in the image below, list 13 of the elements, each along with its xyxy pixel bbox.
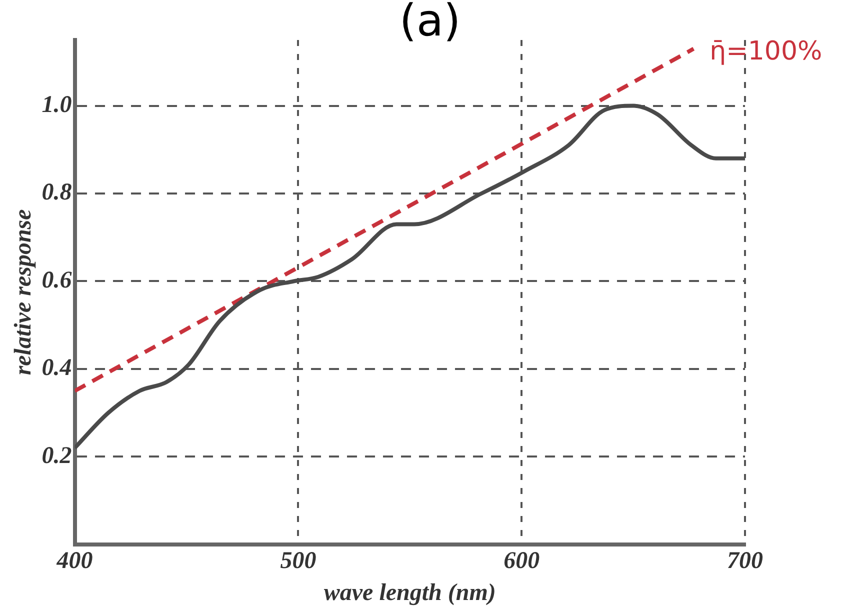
chart-title: (a)	[399, 0, 461, 46]
x-tick-label: 500	[280, 548, 316, 574]
y-tick-label: 0.6	[42, 267, 72, 294]
y-tick-label: 1.0	[42, 92, 72, 118]
x-tick-label: 700	[727, 548, 763, 574]
y-tick-label: 0.2	[42, 442, 72, 469]
x-tick-label: 400	[56, 548, 93, 574]
x-tick-label: 600	[504, 548, 540, 574]
y-tick-label: 0.4	[42, 355, 72, 382]
y-axis-title: relative response	[10, 208, 37, 376]
y-tick-label: 0.8	[42, 180, 72, 206]
series-label: η̄=100%	[710, 36, 822, 67]
x-axis-title: wave length (nm)	[324, 580, 496, 606]
